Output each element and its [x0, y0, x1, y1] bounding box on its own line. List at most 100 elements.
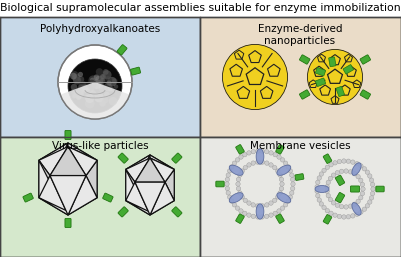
Circle shape — [286, 165, 290, 169]
Circle shape — [265, 150, 269, 154]
Circle shape — [284, 161, 288, 165]
FancyBboxPatch shape — [119, 107, 130, 117]
Circle shape — [360, 191, 365, 196]
Polygon shape — [150, 155, 174, 169]
Circle shape — [68, 59, 122, 113]
Circle shape — [71, 90, 76, 95]
FancyBboxPatch shape — [276, 214, 284, 223]
Circle shape — [368, 200, 372, 204]
Circle shape — [356, 199, 360, 204]
FancyBboxPatch shape — [236, 214, 244, 223]
Circle shape — [236, 186, 241, 191]
Circle shape — [236, 182, 240, 186]
Circle shape — [339, 205, 344, 209]
FancyBboxPatch shape — [95, 35, 102, 45]
Circle shape — [85, 99, 95, 108]
Circle shape — [317, 176, 322, 180]
Circle shape — [100, 74, 106, 79]
Circle shape — [73, 76, 81, 85]
Circle shape — [104, 76, 112, 84]
Circle shape — [103, 69, 109, 75]
Polygon shape — [39, 146, 68, 176]
Circle shape — [243, 198, 247, 203]
Polygon shape — [267, 64, 280, 76]
Circle shape — [109, 97, 117, 105]
FancyBboxPatch shape — [329, 57, 336, 67]
Polygon shape — [135, 155, 165, 188]
Polygon shape — [126, 188, 150, 212]
Polygon shape — [39, 198, 68, 215]
Circle shape — [102, 97, 109, 103]
Circle shape — [277, 155, 281, 159]
Circle shape — [279, 186, 284, 191]
Polygon shape — [86, 160, 97, 198]
Polygon shape — [266, 50, 275, 59]
Polygon shape — [165, 169, 174, 201]
Circle shape — [87, 80, 97, 90]
Circle shape — [339, 169, 344, 173]
Circle shape — [352, 202, 357, 206]
Circle shape — [350, 214, 355, 218]
Ellipse shape — [315, 186, 329, 192]
FancyBboxPatch shape — [343, 65, 354, 74]
Circle shape — [335, 170, 340, 175]
Circle shape — [359, 210, 363, 214]
Circle shape — [114, 84, 118, 89]
Polygon shape — [235, 50, 244, 59]
Ellipse shape — [229, 193, 243, 203]
Circle shape — [355, 161, 359, 166]
FancyBboxPatch shape — [278, 100, 288, 110]
Circle shape — [247, 163, 251, 167]
Circle shape — [99, 85, 103, 89]
Circle shape — [356, 175, 360, 179]
Polygon shape — [330, 54, 340, 65]
Circle shape — [85, 84, 94, 93]
Circle shape — [255, 160, 260, 164]
Wedge shape — [60, 82, 130, 119]
Circle shape — [82, 85, 88, 91]
FancyBboxPatch shape — [300, 90, 310, 99]
Circle shape — [96, 68, 103, 76]
Circle shape — [344, 205, 348, 209]
FancyBboxPatch shape — [336, 86, 344, 97]
Circle shape — [361, 187, 365, 191]
Circle shape — [348, 170, 353, 174]
Ellipse shape — [277, 165, 291, 175]
FancyBboxPatch shape — [216, 181, 224, 187]
Bar — [0, 17, 200, 137]
Circle shape — [322, 168, 326, 173]
Circle shape — [290, 177, 295, 182]
Circle shape — [235, 206, 240, 210]
FancyBboxPatch shape — [316, 68, 326, 76]
Circle shape — [307, 49, 363, 105]
Circle shape — [106, 80, 111, 86]
Circle shape — [235, 158, 240, 162]
Circle shape — [333, 213, 337, 217]
Circle shape — [280, 158, 285, 162]
Polygon shape — [250, 99, 260, 108]
FancyBboxPatch shape — [66, 111, 76, 122]
FancyBboxPatch shape — [118, 153, 128, 163]
Polygon shape — [135, 182, 165, 215]
Circle shape — [346, 159, 350, 163]
Ellipse shape — [256, 204, 264, 219]
Circle shape — [275, 169, 280, 173]
Circle shape — [72, 94, 77, 99]
Polygon shape — [126, 158, 150, 182]
Circle shape — [251, 150, 255, 154]
Text: Enzyme-derived
nanoparticles: Enzyme-derived nanoparticles — [258, 24, 342, 45]
Polygon shape — [276, 80, 286, 89]
Circle shape — [92, 79, 101, 89]
Circle shape — [225, 182, 229, 186]
Circle shape — [360, 182, 365, 187]
FancyBboxPatch shape — [131, 89, 141, 97]
Ellipse shape — [256, 149, 264, 164]
Circle shape — [291, 182, 295, 186]
Circle shape — [365, 204, 370, 208]
Circle shape — [316, 180, 320, 185]
Text: Virus-like particles: Virus-like particles — [52, 141, 148, 151]
Polygon shape — [328, 69, 342, 83]
Circle shape — [247, 201, 251, 205]
Circle shape — [90, 78, 95, 82]
FancyBboxPatch shape — [222, 100, 232, 110]
